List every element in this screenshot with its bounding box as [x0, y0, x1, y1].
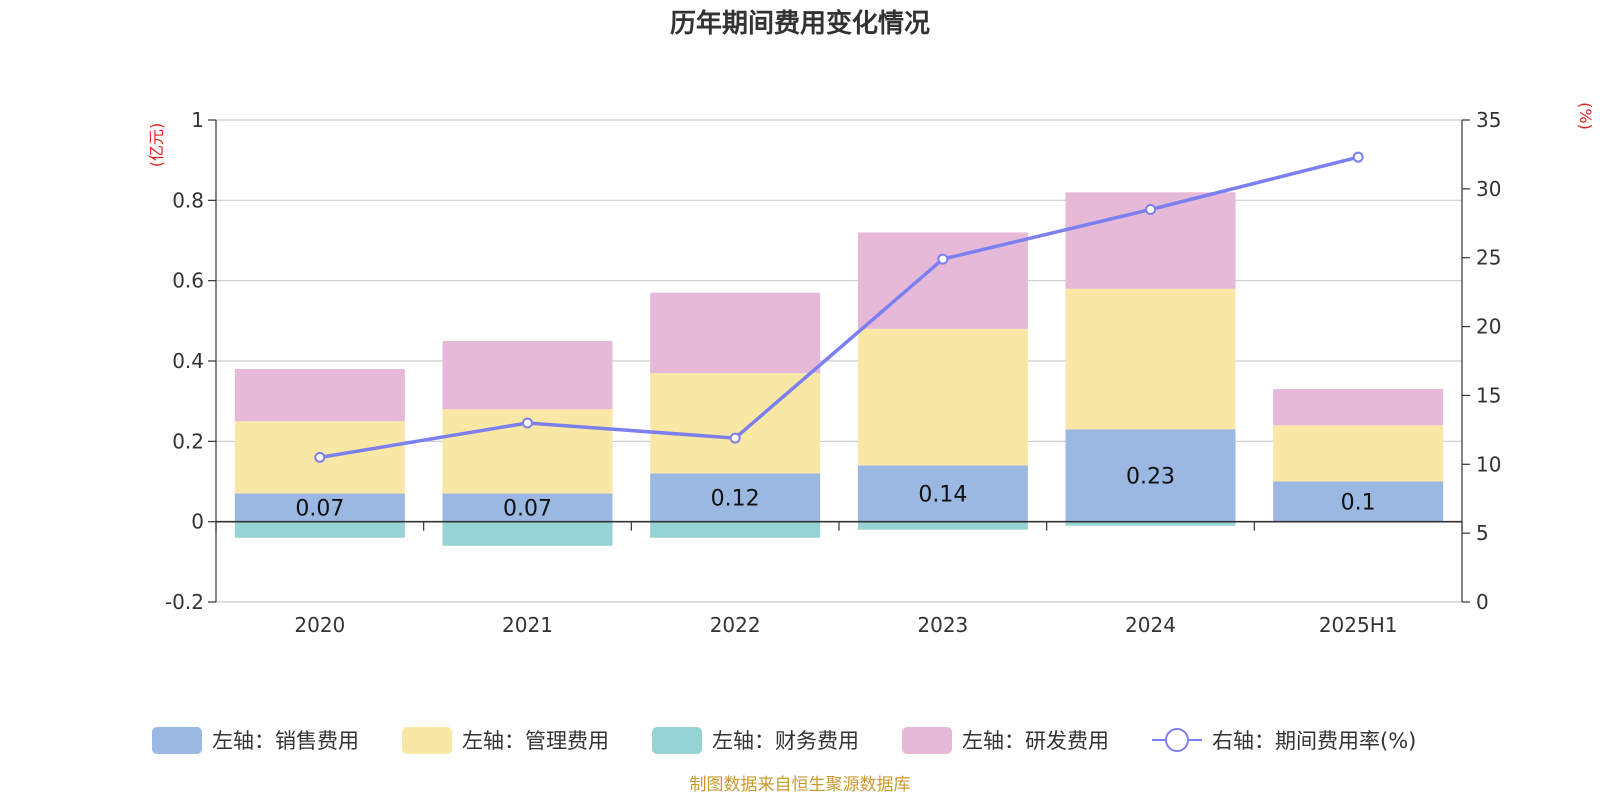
bar-segment — [1065, 429, 1236, 522]
left-tick-label: 0.2 — [172, 429, 204, 453]
bar-segment — [442, 493, 613, 522]
left-tick-label: -0.2 — [165, 590, 204, 614]
bar-segment — [650, 292, 821, 374]
legend-marker — [1165, 728, 1189, 752]
data-label: 0.1 — [1341, 491, 1376, 516]
chart-title: 历年期间费用变化情况 — [670, 8, 930, 39]
right-tick-label: 5 — [1476, 521, 1489, 545]
rate-point — [729, 432, 741, 444]
rate-point — [1352, 151, 1364, 163]
bar-segment — [1065, 521, 1236, 526]
legend-label: 左轴：研发费用 — [962, 729, 1109, 753]
bar-segment — [650, 521, 821, 538]
legend-label: 右轴：期间费用率(%) — [1212, 729, 1416, 753]
right-tick-label: 10 — [1476, 452, 1501, 476]
left-tick-label: 0.6 — [172, 269, 204, 293]
bar-segment — [857, 232, 1028, 329]
category-label: 2020 — [294, 613, 345, 637]
rate-point — [314, 451, 326, 463]
data-label: 0.07 — [503, 497, 552, 522]
category-label: 2024 — [1125, 613, 1176, 637]
legend-swatch — [902, 727, 952, 754]
legend-label: 左轴：财务费用 — [712, 729, 859, 753]
category-label: 2021 — [502, 613, 553, 637]
legend-swatch — [652, 727, 702, 754]
bar-segment — [442, 521, 613, 546]
category-label: 2025H1 — [1319, 613, 1398, 637]
legend-swatch — [402, 727, 452, 754]
right-tick-label: 25 — [1476, 246, 1501, 270]
right-tick-label: 0 — [1476, 590, 1489, 614]
right-tick-label: 35 — [1476, 108, 1501, 132]
bar-segment — [857, 521, 1028, 530]
right-tick-label: 15 — [1476, 383, 1501, 407]
axes: 1 0.8 0.6 0.4 0.2 0 -0.2 35 30 25 20 15 10 5 0 2020 2021… — [165, 108, 1501, 637]
rate-line — [314, 151, 1364, 463]
bar-segment — [1273, 425, 1444, 482]
data-label: 0.07 — [295, 497, 344, 522]
rate-point — [937, 253, 949, 265]
source-note: 制图数据来自恒生聚源数据库 — [690, 775, 911, 795]
right-axis-unit: (%) — [1576, 102, 1595, 130]
bar-segment — [857, 465, 1028, 522]
legend-swatch — [152, 727, 202, 754]
rate-line-path — [319, 155, 1359, 460]
bar-segment — [1273, 389, 1444, 426]
bar-segment — [1065, 288, 1236, 430]
category-label: 2022 — [710, 613, 761, 637]
data-label: 0.12 — [711, 487, 760, 512]
bar-segment — [442, 340, 613, 410]
data-label: 0.23 — [1126, 464, 1175, 489]
right-tick-label: 20 — [1476, 315, 1501, 339]
rate-point — [1145, 204, 1156, 216]
bar-segment — [234, 369, 405, 422]
legend-label: 左轴：管理费用 — [462, 729, 609, 753]
left-axis-unit: (亿元) — [147, 123, 166, 168]
rate-point — [522, 417, 533, 429]
bar-segment — [1273, 481, 1444, 522]
bar-segment — [234, 521, 405, 538]
right-tick-label: 30 — [1476, 177, 1501, 201]
legend-label: 左轴：销售费用 — [212, 729, 359, 753]
data-label: 0.14 — [918, 483, 967, 508]
bar-segment — [650, 473, 821, 522]
left-tick-label: 0.8 — [172, 188, 204, 212]
legend: 左轴：销售费用 左轴：管理费用 左轴：财务费用 左轴：研发费用 右轴：期间费用率(%) — [152, 727, 1416, 754]
left-tick-label: 1 — [191, 108, 204, 132]
bar-segment — [234, 493, 405, 522]
bar-segment — [857, 328, 1028, 466]
data-labels: 0.07 0.07 0.12 0.14 0.23 0.1 — [295, 464, 1375, 521]
left-tick-label: 0 — [191, 510, 204, 534]
category-label: 2023 — [917, 613, 968, 637]
bar-series — [234, 192, 1444, 546]
left-tick-label: 0.4 — [172, 349, 204, 373]
